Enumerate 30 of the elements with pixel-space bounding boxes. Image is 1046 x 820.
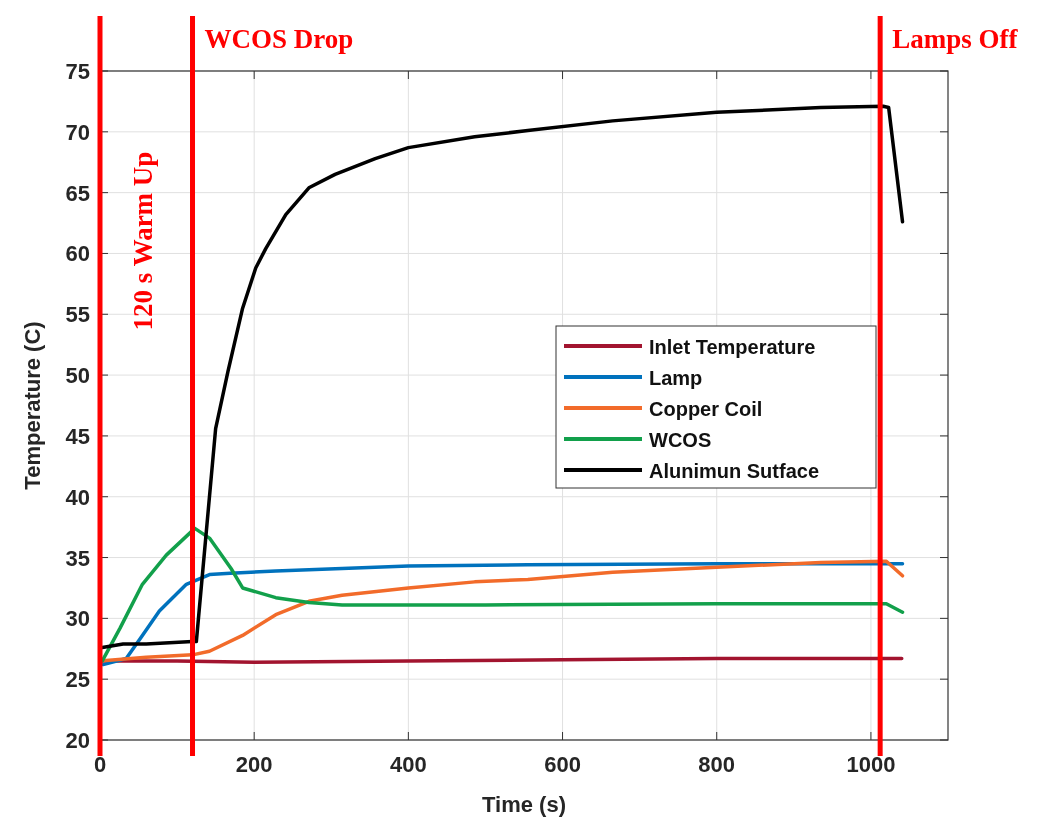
legend-label: Alunimun Sutface — [649, 460, 820, 482]
line-series — [100, 526, 905, 663]
y-tick-label: 20 — [65, 728, 90, 753]
ref-line-label: 120 s Warm Up — [128, 151, 158, 331]
x-tick-label: 800 — [698, 752, 736, 777]
y-tick-label: 70 — [65, 119, 90, 145]
y-tick-label: 35 — [65, 545, 90, 571]
x-axis-title: Time (s) — [482, 792, 566, 817]
legend-label: WCOS — [649, 429, 712, 451]
line-series — [100, 104, 905, 650]
x-tick-label: 400 — [390, 752, 427, 777]
ref-line-label: Lamps Off — [892, 24, 1019, 54]
ref-line-label: WCOS Drop — [204, 24, 354, 54]
y-tick-label: 25 — [65, 667, 90, 693]
legend-label: Copper Coil — [649, 398, 763, 420]
y-tick-label: 40 — [65, 484, 90, 510]
y-tick-label: 30 — [65, 606, 90, 632]
x-tick-label: 0 — [93, 752, 107, 777]
x-tick-label: 1000 — [846, 752, 896, 777]
x-tick-label: 600 — [544, 752, 581, 777]
y-tick-label: 65 — [65, 180, 90, 206]
y-tick-label: 60 — [65, 241, 90, 267]
legend-label: Inlet Temperature — [649, 336, 816, 358]
legend-label: Lamp — [649, 367, 703, 389]
x-tick-label: 200 — [235, 752, 273, 777]
y-axis-title: Temperature (C) — [20, 321, 45, 490]
y-tick-label: 55 — [65, 302, 90, 328]
y-tick-label: 50 — [65, 363, 90, 389]
y-tick-label: 75 — [65, 59, 90, 84]
y-tick-label: 45 — [65, 423, 90, 449]
